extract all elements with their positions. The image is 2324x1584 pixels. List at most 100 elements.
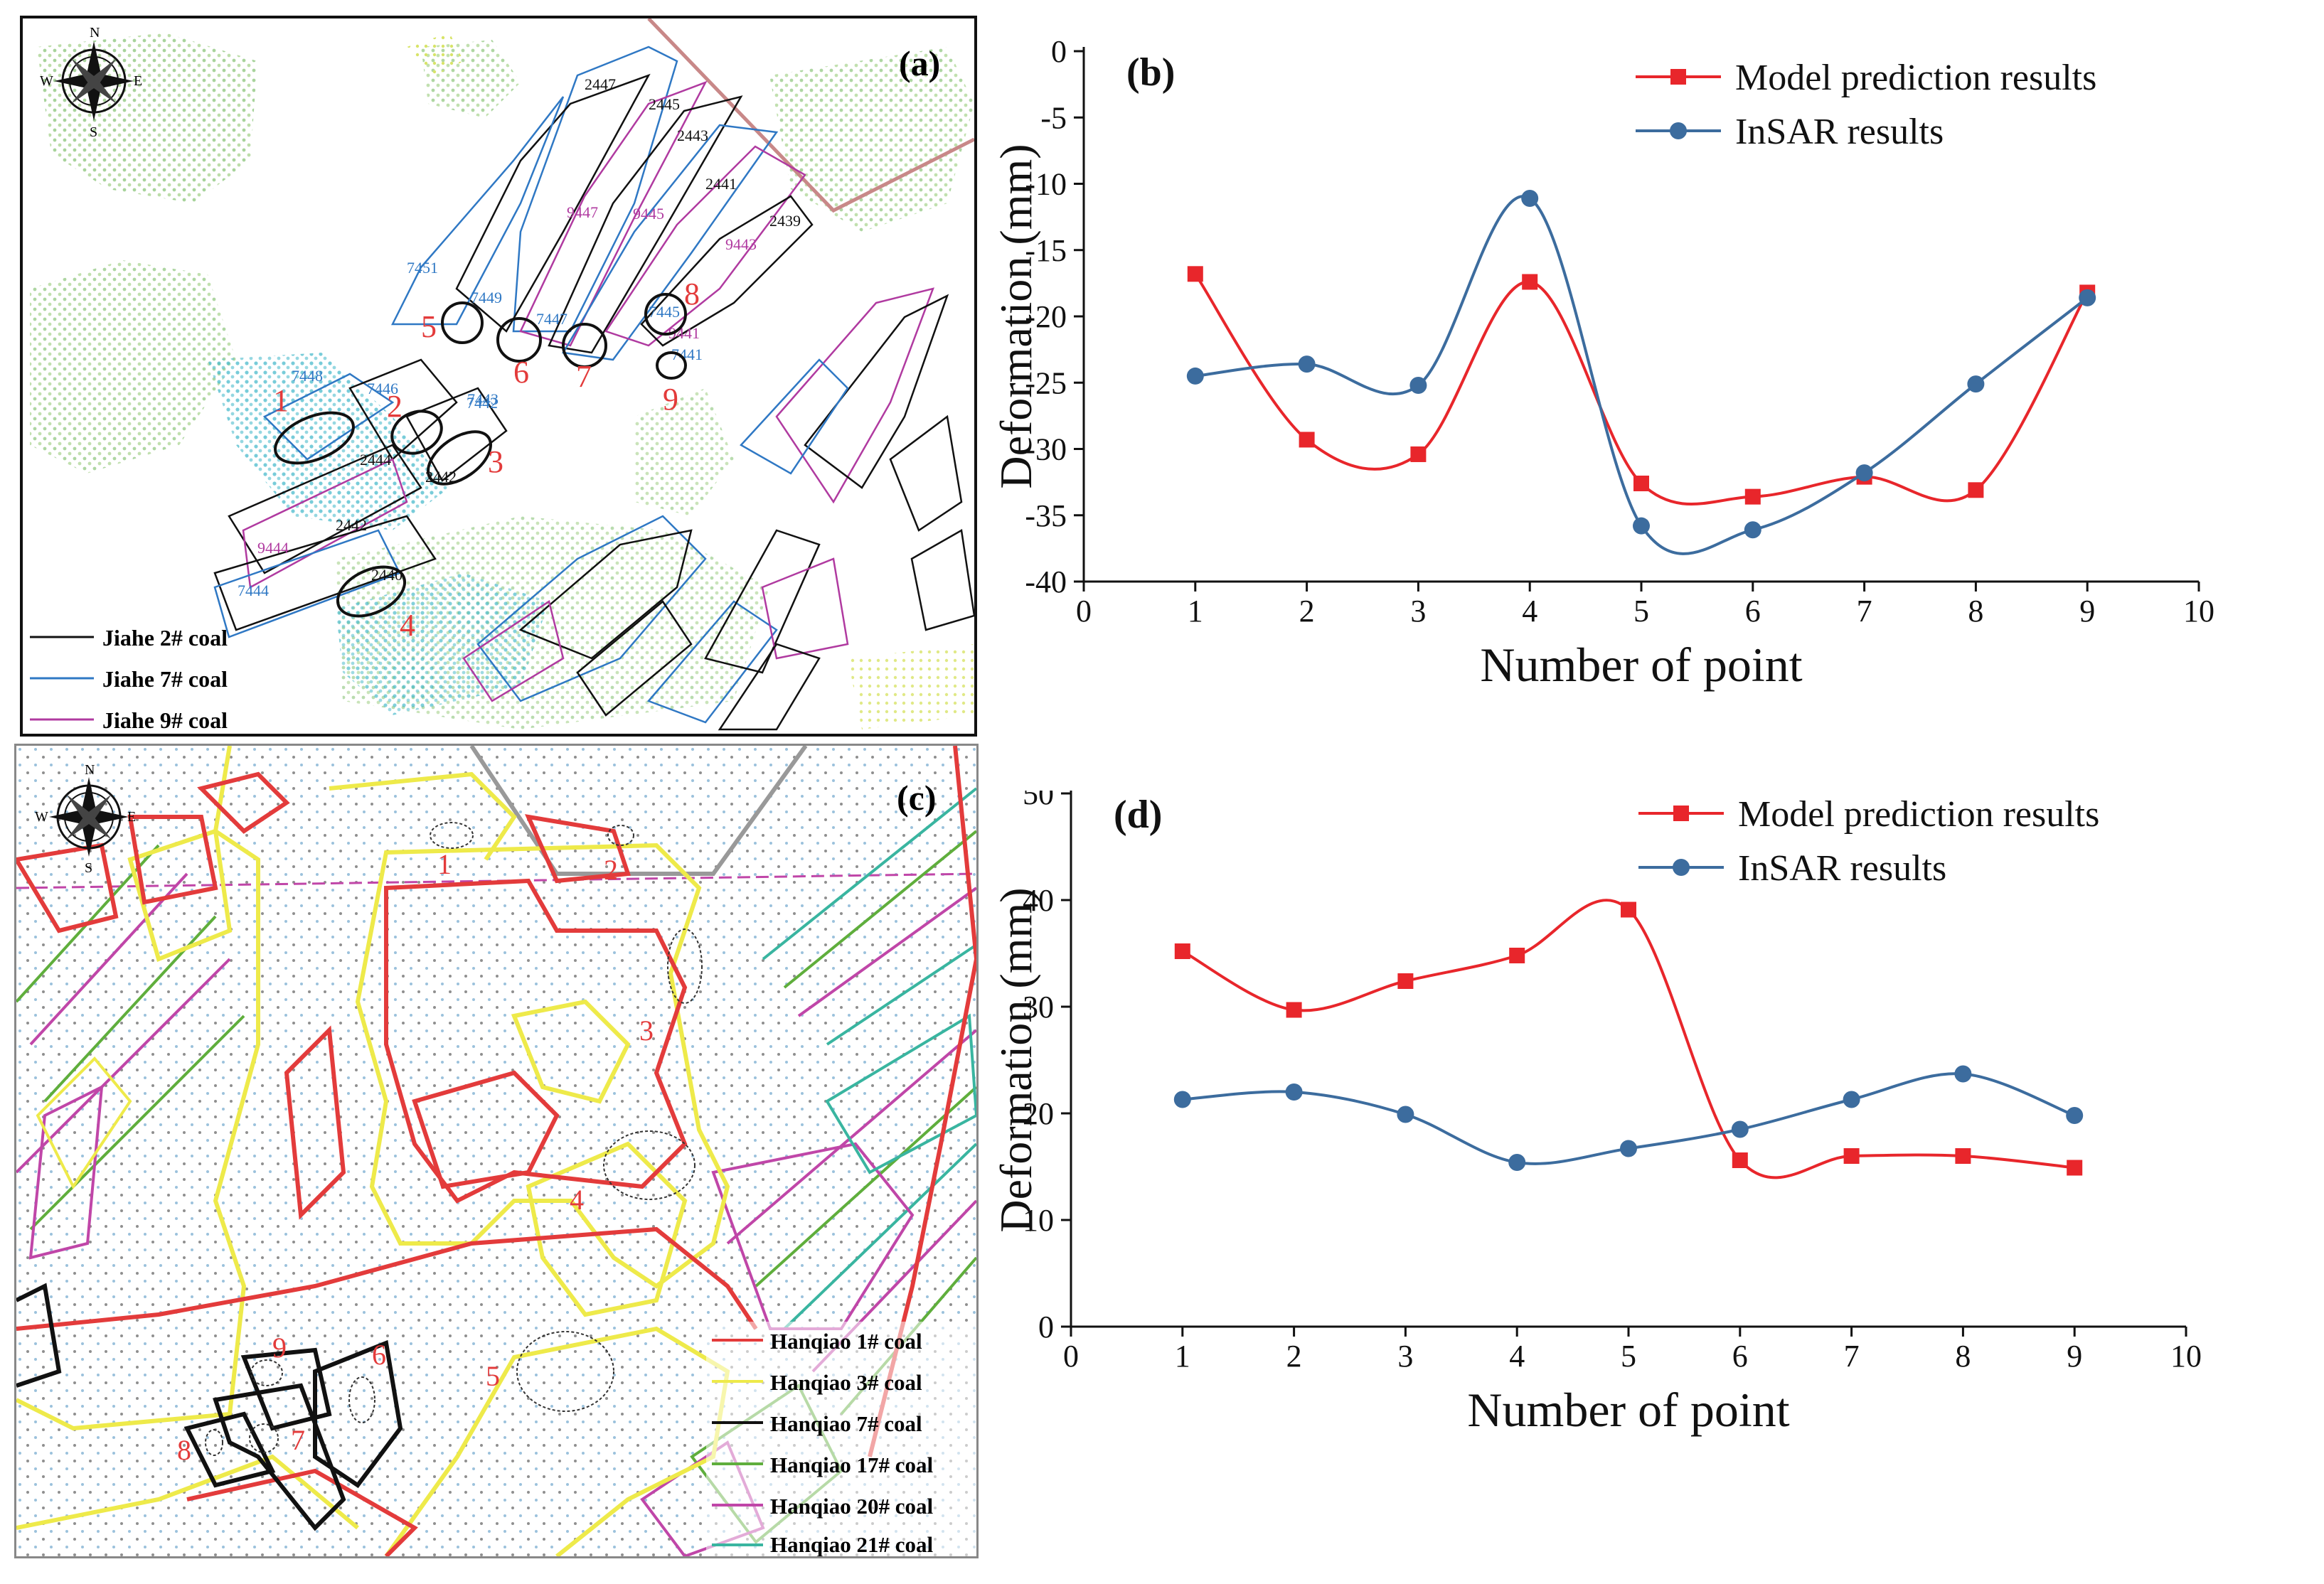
x-tick-label: 3 [1397, 1339, 1413, 1374]
panel-code: 2441 [705, 175, 737, 193]
panel-code: 2444 [360, 451, 391, 469]
map-legend: Jiahe 2# coal Jiahe 7# coal Jiahe 9# coa… [30, 625, 228, 733]
x-tick-label: 9 [2079, 594, 2095, 628]
point-label: 9 [272, 1332, 287, 1364]
compass-n: N [90, 25, 100, 41]
panel-code: 7446 [367, 380, 398, 397]
jiahe-working-panels [213, 46, 974, 731]
data-point-square [1732, 1152, 1748, 1168]
y-tick-label: 50 [1023, 791, 1054, 811]
panel-code: 7448 [292, 367, 323, 385]
map-jiahe: 2447 2445 2443 2441 2439 9447 9445 9443 … [20, 16, 977, 737]
panel-label: (d) [1114, 793, 1162, 837]
point-label: 5 [421, 309, 437, 344]
x-tick-label: 6 [1732, 1339, 1748, 1374]
legend-label: Jiahe 7# coal [102, 666, 228, 692]
panel-label: (b) [1126, 50, 1175, 95]
y-tick-label: -15 [1025, 233, 1067, 268]
data-point-square [1509, 948, 1525, 963]
data-point-square [1968, 482, 1984, 498]
x-tick-label: 1 [1188, 594, 1203, 628]
data-point-square [1410, 446, 1427, 462]
y-tick-label: -30 [1025, 432, 1067, 467]
point-label: 7 [291, 1424, 305, 1456]
data-point-circle [1744, 521, 1761, 539]
chart-d: 0 10 20 30 40 50 0 1 2 3 4 5 6 7 8 9 10 Number of point De… [984, 791, 2324, 1558]
panel-code: 7449 [471, 289, 502, 306]
map-hanqiao-svg: 1 2 3 4 5 6 7 8 9 N S E W (c) [16, 746, 976, 1556]
legend-label: InSAR results [1738, 848, 1946, 889]
point-label: 4 [400, 608, 415, 643]
panel-code: 2439 [769, 212, 801, 230]
point-labels: 1 2 3 4 5 6 7 8 9 [177, 848, 654, 1466]
data-point-circle [1731, 1120, 1749, 1138]
data-point-circle [1409, 376, 1427, 394]
panel-code: 7443 [467, 390, 499, 408]
map-legend: Hanqiao 1# coal Hanqiao 3# coal Hanqiao … [706, 1322, 976, 1556]
point-label: 1 [437, 848, 452, 880]
series-line [1194, 273, 2089, 505]
compass-s: S [85, 860, 92, 876]
y-tick-label: -5 [1040, 100, 1067, 135]
legend-marker [1673, 806, 1689, 821]
y-tick-label: 0 [1051, 34, 1067, 69]
x-tick-label: 5 [1633, 594, 1649, 628]
legend-label: Hanqiao 1# coal [770, 1329, 922, 1354]
data-point-square [1955, 1148, 1971, 1164]
y-axis-label: Deformation (mm) [991, 144, 1041, 488]
x-tick-label: 4 [1522, 594, 1537, 628]
x-tick-label: 1 [1175, 1339, 1190, 1374]
series-line [1181, 899, 2075, 1179]
legend-label: Model prediction results [1735, 58, 2096, 98]
legend-label: InSAR results [1735, 112, 1944, 152]
data-point-square [1286, 1002, 1302, 1018]
panel-code: 9444 [257, 539, 289, 557]
chart-b: 0 -5 -10 -15 -20 -25 -30 -35 -40 0 1 2 3 4 5 6 7 8 9 10 Numb… [984, 16, 2324, 741]
chart-b-svg: 0 -5 -10 -15 -20 -25 -30 -35 -40 0 1 2 3 4 5 6 7 8 9 10 Numb… [991, 34, 2214, 692]
compass-w: W [40, 73, 53, 89]
data-point-circle [1855, 464, 1873, 482]
x-tick-label: 7 [1857, 594, 1872, 628]
data-point-circle [1298, 355, 1316, 373]
data-point-square [1621, 901, 1636, 918]
panel-code: 2445 [649, 95, 680, 113]
panel-code: 9445 [633, 205, 664, 223]
compass-e: E [134, 73, 142, 89]
hanqiao-7-coal [16, 1283, 403, 1531]
y-tick-label: 40 [1023, 883, 1054, 918]
y-tick-label: -25 [1025, 365, 1067, 400]
insar-point-cloud [30, 33, 974, 729]
y-tick-label: -10 [1025, 167, 1067, 202]
y-tick-label: 10 [1023, 1203, 1054, 1238]
x-tick-label: 9 [2067, 1339, 2082, 1374]
data-point-circle [1633, 517, 1650, 535]
x-tick-label: 8 [1968, 594, 1983, 628]
data-point-square [2067, 1160, 2083, 1176]
observation-ellipses [274, 293, 687, 618]
x-tick-label: 0 [1076, 594, 1092, 628]
legend-label: Model prediction results [1738, 794, 2099, 835]
series-line [1195, 195, 2089, 555]
y-tick-label: -40 [1025, 564, 1067, 599]
data-point-circle [1186, 367, 1204, 385]
x-tick-label: 5 [1621, 1339, 1636, 1374]
data-point-square [1397, 973, 1414, 989]
data-point-circle [1954, 1065, 1972, 1083]
point-label: 7 [576, 359, 592, 394]
panel-label-c: (c) [897, 778, 937, 818]
y-tick-label: 30 [1023, 990, 1054, 1024]
compass-rose-icon: N S E W [40, 25, 142, 140]
panel-code: 7444 [238, 582, 269, 599]
data-point-square [1633, 475, 1649, 491]
x-tick-label: 10 [2170, 1339, 2202, 1374]
panel-code: 7445 [649, 303, 680, 321]
x-tick-label: 2 [1286, 1339, 1302, 1374]
compass-e: E [127, 809, 136, 825]
legend-label: Hanqiao 20# coal [770, 1494, 933, 1519]
panel-code: 9443 [725, 235, 757, 253]
point-label: 8 [177, 1434, 191, 1466]
data-point-square [1299, 432, 1315, 448]
panel-label-a: (a) [899, 43, 940, 83]
compass-s: S [90, 124, 97, 140]
legend-marker [1670, 122, 1687, 139]
